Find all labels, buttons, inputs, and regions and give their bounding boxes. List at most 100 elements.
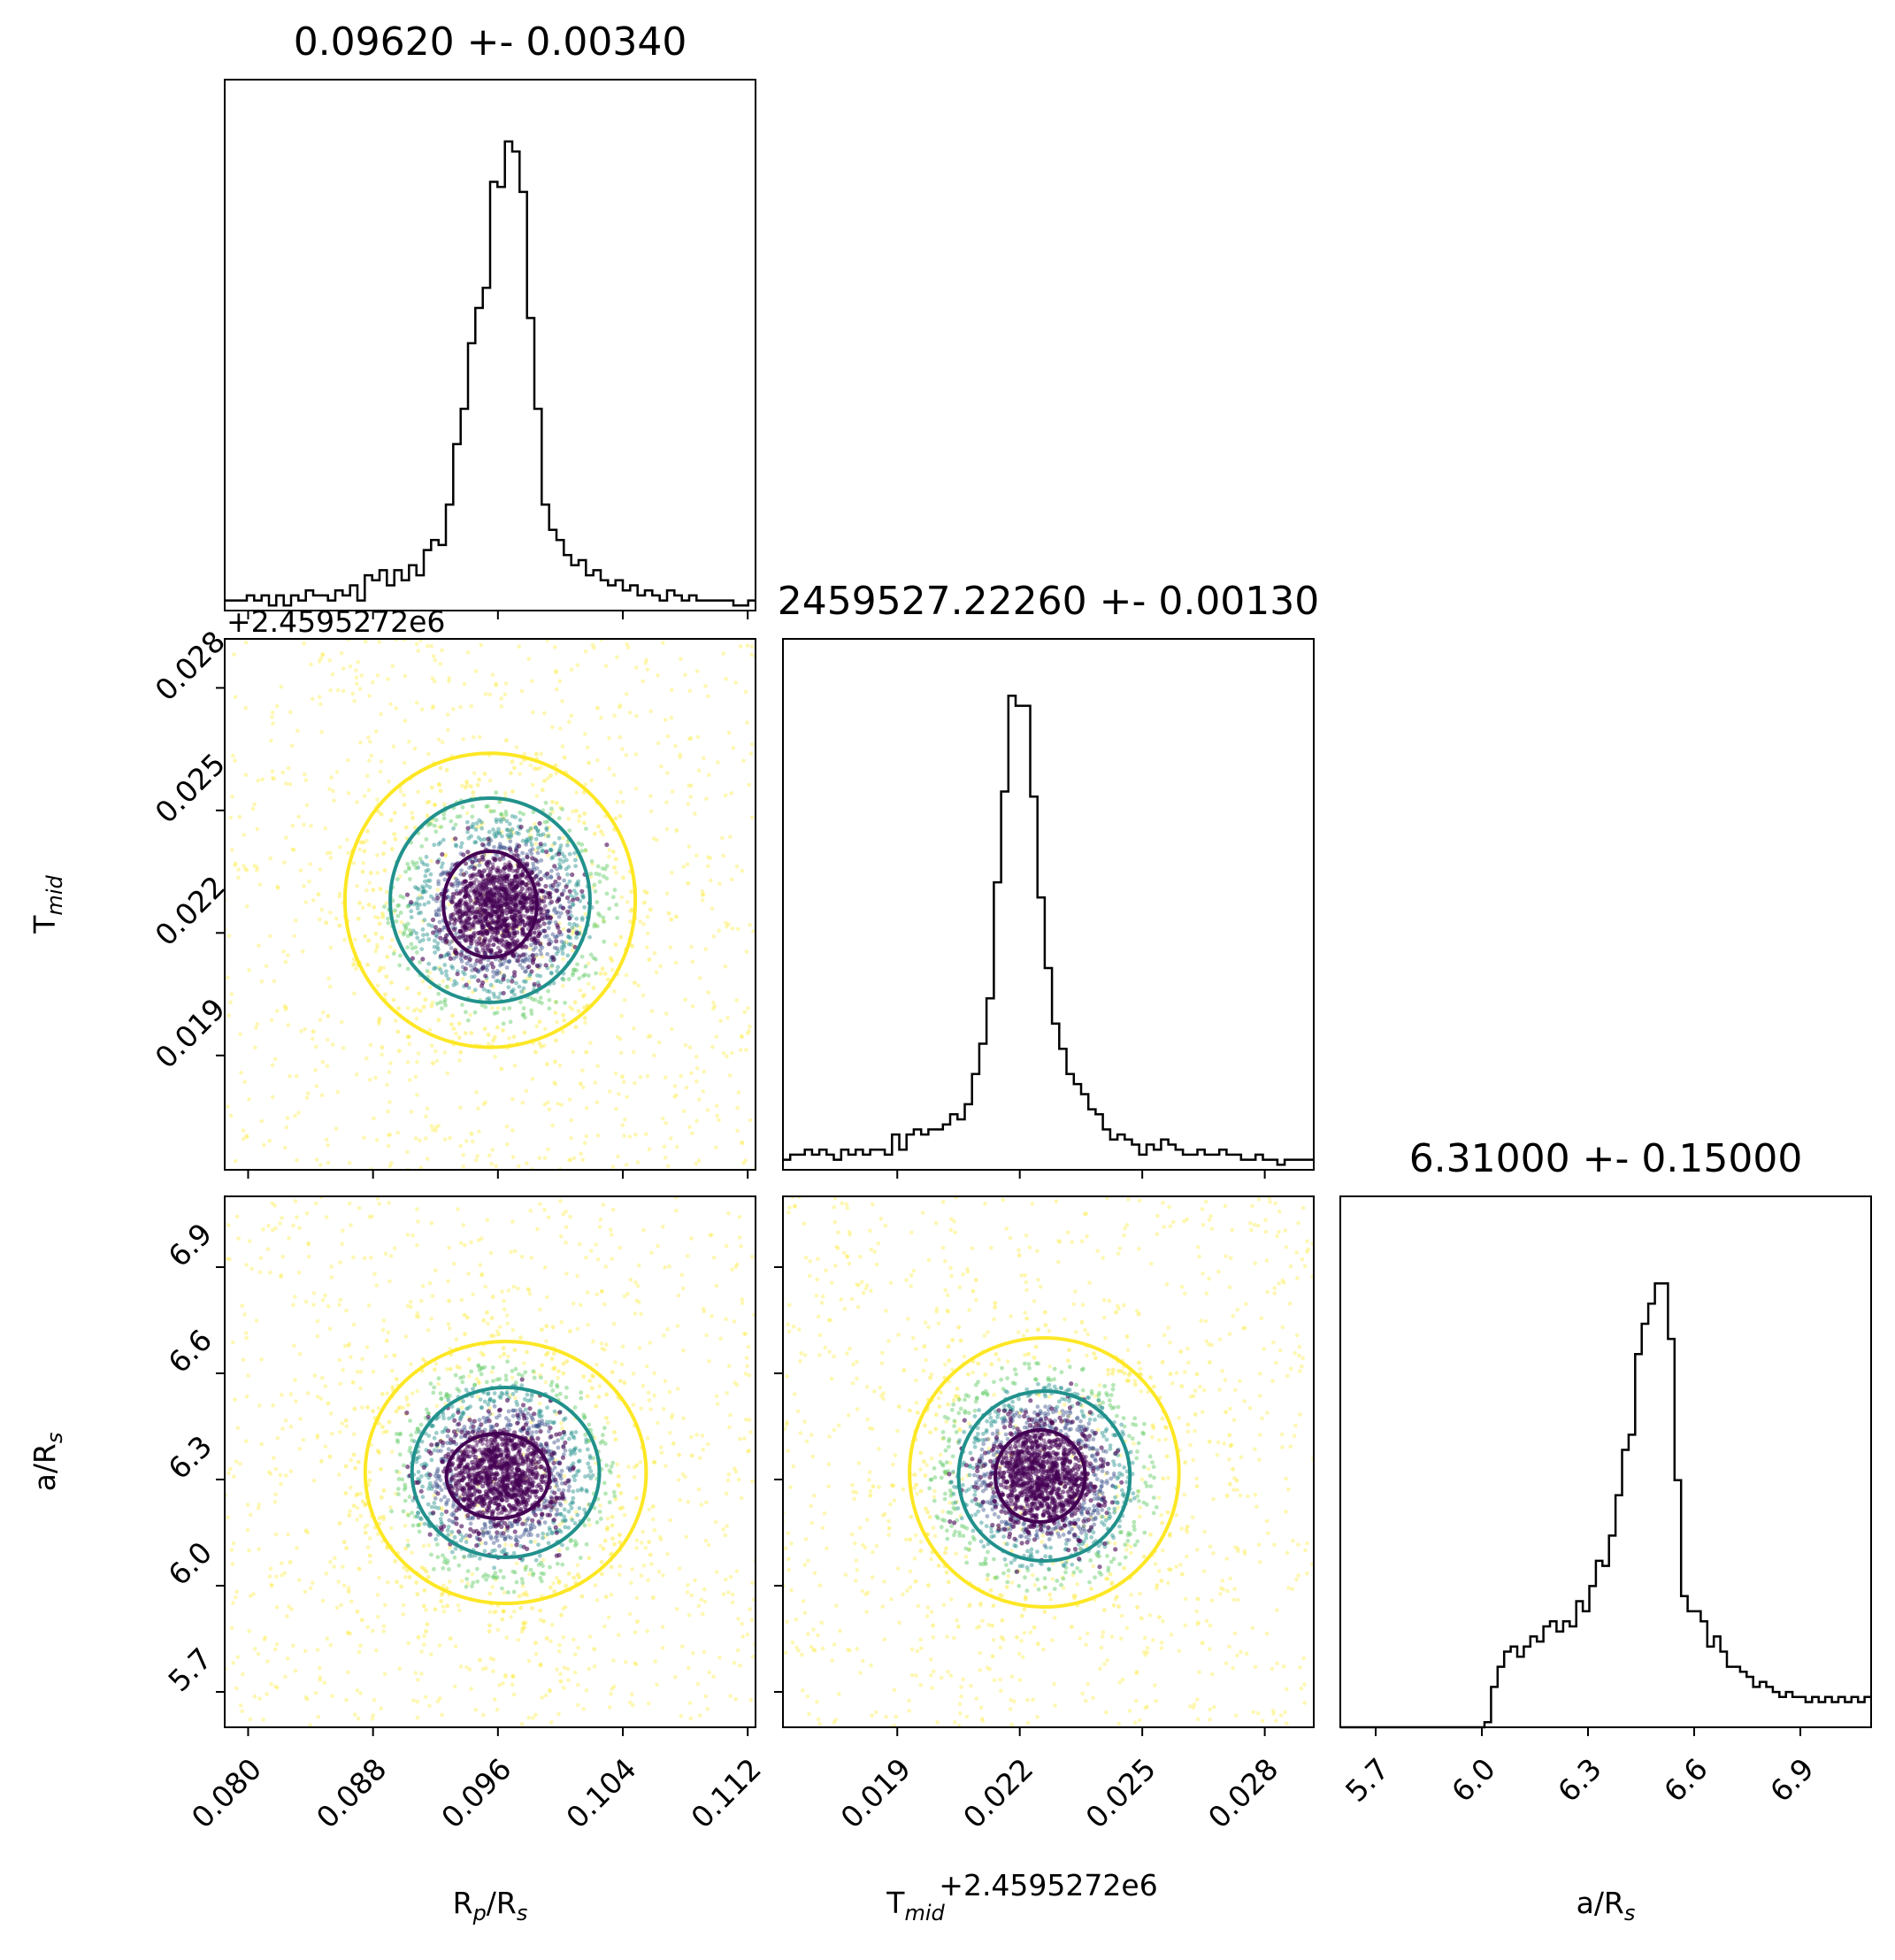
sample-point (474, 910, 479, 914)
sample-point (726, 1590, 731, 1595)
sample-point (318, 702, 323, 706)
sample-point (535, 939, 540, 943)
sample-point (486, 913, 490, 918)
sample-point (452, 1262, 456, 1266)
sample-point (337, 1358, 341, 1363)
sample-point (736, 1617, 740, 1621)
sample-point (539, 877, 543, 881)
sample-point (477, 880, 481, 885)
sample-point (387, 1201, 391, 1205)
sample-point (434, 1362, 439, 1366)
sample-point (236, 1236, 241, 1241)
sample-point (386, 917, 390, 921)
sample-point (518, 954, 522, 958)
sample-point (633, 1631, 638, 1635)
sample-point (537, 1000, 541, 1004)
sample-point (559, 1679, 564, 1684)
sample-point (303, 1649, 308, 1654)
sample-point (512, 970, 517, 974)
sample-point (512, 1285, 517, 1289)
sample-point (273, 1500, 278, 1504)
sample-point (575, 1274, 579, 1279)
sample-point (648, 795, 653, 799)
sample-point (493, 1697, 497, 1702)
sample-point (549, 1640, 553, 1644)
sample-point (351, 692, 356, 696)
sample-point (483, 1420, 487, 1425)
sample-point (457, 919, 462, 923)
sample-point (458, 1376, 463, 1380)
sample-point (385, 902, 389, 906)
sample-point (566, 934, 571, 939)
sample-point (687, 688, 692, 693)
sample-point (403, 1499, 408, 1503)
sample-point (470, 1584, 474, 1588)
sample-point (270, 1018, 274, 1023)
sample-point (364, 1057, 369, 1061)
sample-point (526, 888, 530, 893)
sample-point (470, 1132, 474, 1136)
sample-point (460, 1405, 464, 1410)
sample-point (336, 688, 341, 693)
sample-point (371, 1409, 375, 1413)
sample-point (459, 952, 464, 957)
sample-point (633, 1311, 638, 1316)
sample-point (418, 1139, 422, 1143)
sample-point (483, 1026, 487, 1031)
sample-point (514, 923, 518, 927)
sample-point (374, 1649, 379, 1653)
sample-point (745, 720, 749, 725)
sample-point (661, 1117, 665, 1121)
sample-point (530, 1416, 534, 1420)
sample-point (260, 1119, 265, 1124)
sample-point (496, 1006, 501, 1011)
sample-point (269, 1567, 273, 1572)
sample-point (347, 1513, 351, 1518)
sample-point (269, 1682, 273, 1687)
sample-point (647, 1702, 651, 1706)
sample-point (503, 903, 508, 907)
sample-point (504, 896, 509, 901)
sample-point (276, 1436, 280, 1441)
sample-point (604, 1464, 609, 1468)
sample-point (539, 995, 543, 1000)
sample-point (503, 928, 507, 933)
sample-point (231, 754, 235, 758)
sample-point (415, 1017, 419, 1021)
sample-point (365, 829, 370, 834)
sample-point (393, 1559, 397, 1564)
sample-point (706, 695, 710, 699)
sample-point (555, 888, 559, 893)
sample-point (408, 1418, 412, 1423)
sample-point (683, 1475, 687, 1480)
sample-point (368, 1536, 372, 1541)
sample-point (493, 911, 497, 916)
sample-point (236, 868, 241, 872)
sample-point (733, 1697, 738, 1702)
sample-point (662, 1407, 666, 1411)
sample-point (270, 715, 274, 719)
sample-point (524, 945, 528, 949)
sample-point (543, 884, 548, 888)
sample-point (419, 844, 424, 849)
sample-point (579, 1390, 583, 1395)
sample-point (691, 1651, 695, 1656)
sample-point (576, 1564, 580, 1568)
sample-point (246, 1374, 250, 1379)
sample-point (263, 1638, 267, 1642)
sample-point (554, 772, 558, 776)
sample-point (531, 783, 535, 788)
sample-point (334, 917, 339, 921)
sample-point (672, 1095, 677, 1099)
sample-point (535, 1227, 540, 1232)
sample-point (380, 1053, 384, 1057)
sample-point (725, 1524, 729, 1528)
sample-point (453, 836, 457, 841)
sample-point (571, 1496, 575, 1501)
sample-point (597, 872, 602, 877)
sample-point (451, 892, 456, 896)
sample-point (340, 1020, 344, 1025)
sample-point (380, 935, 384, 940)
sample-point (297, 1578, 302, 1582)
sample-point (559, 1103, 564, 1107)
